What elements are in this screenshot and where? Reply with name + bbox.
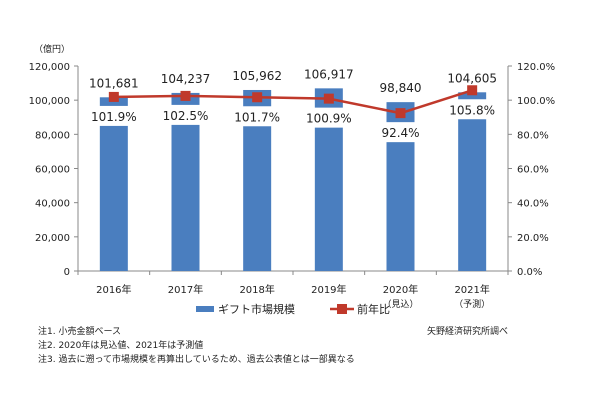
bar-value-label: 98,840 [380,81,422,95]
pct-label-bg [298,107,359,128]
x-tick-label: 2018年 [239,283,274,296]
y-tick-label: 100,000 [29,96,70,107]
pct-label-bg [83,105,144,126]
ratio-marker [467,85,478,96]
y2-tick-label: 120.0% [517,62,555,73]
pct-label: 105.8% [449,103,495,117]
legend-line-marker [337,304,347,314]
bar-value-label: 106,917 [304,67,354,81]
bar-value-label: 104,605 [447,71,497,85]
pct-label-bg [227,106,288,127]
y-tick-label: 80,000 [35,130,70,141]
legend-bar-label: ギフト市場規模 [218,302,295,316]
pct-label: 102.5% [163,109,209,123]
x-tick-label: 2017年 [168,283,203,296]
y-tick-label: 120,000 [29,62,70,73]
note: 注2. 2020年は見込値、2021年は予測値 [38,339,203,351]
y2-tick-label: 40.0% [517,199,549,210]
bar-value-label: 104,237 [161,72,211,86]
y2-tick-label: 100.0% [517,96,555,107]
legend-bar-swatch [196,306,214,312]
y-tick-label: 20,000 [35,233,70,244]
legend-line-label: 前年比 [357,302,390,316]
ratio-marker [252,92,263,103]
pct-label: 101.9% [91,110,137,124]
pct-label: 101.7% [234,110,280,124]
x-tick-sublabel: （予測） [454,298,490,310]
bar [99,97,128,272]
ratio-marker [108,91,119,102]
x-tick-sublabel: （見込） [382,299,418,310]
pct-label: 92.4% [381,126,419,140]
bar-value-label: 101,681 [89,76,139,90]
y-tick-label: 40,000 [35,199,70,210]
y2-tick-label: 60.0% [517,165,549,176]
bar-value-label: 105,962 [232,69,282,83]
note: 注3. 過去に遡って市場規模を再算出しているため、過去公表値とは一部異なる [38,353,355,365]
bar [458,92,487,271]
note: 注1. 小売金額ベース [38,325,121,337]
y-tick-label: 60,000 [35,165,70,176]
x-tick-label: 2016年 [96,283,131,296]
x-tick-label: 2021年 [454,283,489,296]
source-label: 矢野経済研究所調べ [427,325,508,337]
ratio-marker [323,93,334,104]
pct-label-bg [442,99,503,120]
pct-label-bg [370,122,431,143]
y2-tick-label: 80.0% [517,130,549,141]
pct-label-bg [155,104,216,125]
ratio-marker [395,108,406,119]
y-unit-label: （億円） [34,43,70,55]
x-tick-label: 2020年 [383,283,418,296]
ratio-marker [180,90,191,101]
ratio-line [113,89,473,115]
x-tick-label: 2019年 [311,283,346,296]
pct-label: 100.9% [306,112,352,126]
y2-tick-label: 0.0% [517,267,542,278]
y2-tick-label: 20.0% [517,233,549,244]
y-tick-label: 0 [64,267,70,278]
